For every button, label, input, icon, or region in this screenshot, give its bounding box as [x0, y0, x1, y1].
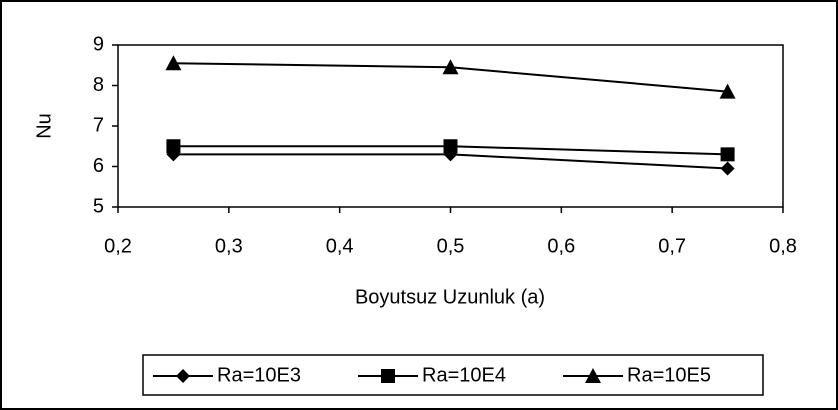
legend-marker: [381, 369, 395, 383]
x-tick-label: 0,5: [437, 235, 465, 257]
y-tick-label: 8: [93, 74, 104, 96]
x-tick-label: 0,2: [104, 235, 132, 257]
marker: [719, 83, 736, 99]
marker: [442, 59, 459, 75]
legend-marker: [176, 369, 190, 383]
legend-box: [142, 354, 764, 396]
x-tick-label: 0,8: [769, 235, 797, 257]
x-tick-label: 0,4: [326, 235, 354, 257]
legend-label: Ra=10E4: [422, 364, 506, 386]
marker: [720, 161, 735, 176]
marker: [443, 139, 458, 154]
marker: [166, 139, 181, 154]
legend-marker: [585, 368, 601, 383]
x-tick-label: 0,6: [547, 235, 575, 257]
marker: [720, 147, 735, 162]
legend-label: Ra=10E5: [627, 364, 711, 386]
y-tick-label: 9: [93, 33, 104, 55]
y-axis-title: Nu: [33, 113, 55, 139]
y-tick-label: 6: [93, 155, 104, 177]
y-tick-label: 7: [93, 114, 104, 136]
x-tick-label: 0,7: [658, 235, 686, 257]
y-tick-label: 5: [93, 195, 104, 217]
x-tick-label: 0,3: [215, 235, 243, 257]
marker: [165, 55, 182, 71]
legend-label: Ra=10E3: [217, 364, 301, 386]
x-axis-title: Boyutsuz Uzunluk (a): [355, 286, 545, 308]
